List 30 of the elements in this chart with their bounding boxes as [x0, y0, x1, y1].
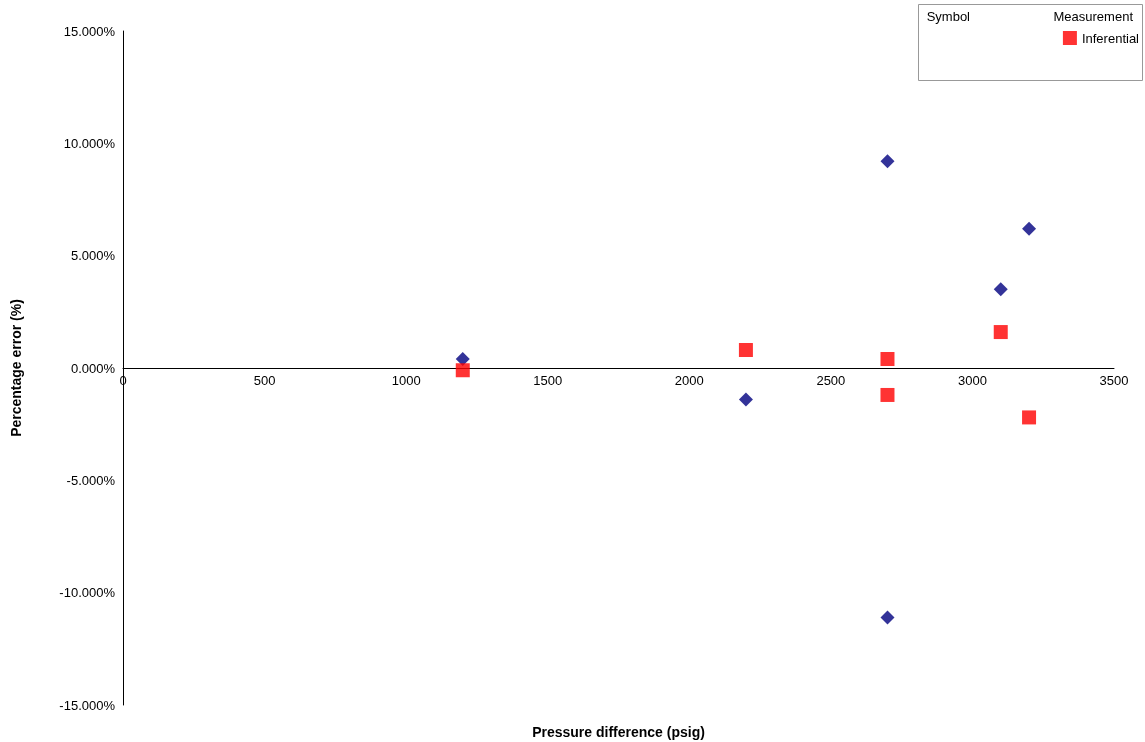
x-tick-label: 2500: [816, 373, 846, 388]
y-axis-title: Percentage error (%): [8, 299, 24, 437]
y-tick-label: 15.000%: [63, 23, 116, 39]
text: Measurement: [1053, 9, 1134, 24]
x-tick-label: 500: [253, 373, 276, 388]
point: [738, 343, 753, 358]
point: [993, 325, 1008, 340]
point: [880, 154, 895, 169]
point: [455, 363, 470, 378]
x-tick-label: 1500: [533, 373, 563, 388]
point: [880, 610, 895, 625]
y-tick-label: -10.000%: [59, 585, 116, 601]
x-tick-label: 1000: [391, 373, 421, 388]
x-tick-label: 3500: [1099, 373, 1129, 388]
point: [738, 392, 753, 407]
legend-title: Symbol: [926, 9, 971, 24]
y-tick-label: -5.000%: [66, 472, 116, 488]
y-tick-label: 0.000%: [70, 360, 116, 376]
y-tick-label: 5.000%: [70, 248, 116, 264]
point: [880, 352, 895, 367]
x-tick-label: 3000: [957, 373, 987, 388]
y-tick-label: 10.000%: [63, 135, 116, 151]
point: [993, 282, 1008, 297]
x-axis-title: Pressure difference (psig): [532, 724, 705, 740]
point: [880, 387, 895, 402]
legend-label: Inferential: [1081, 30, 1140, 46]
y-tick-label: -15.000%: [59, 697, 116, 713]
point: [1022, 410, 1037, 425]
x-tick-label: 2000: [674, 373, 704, 388]
point: [1022, 221, 1037, 236]
